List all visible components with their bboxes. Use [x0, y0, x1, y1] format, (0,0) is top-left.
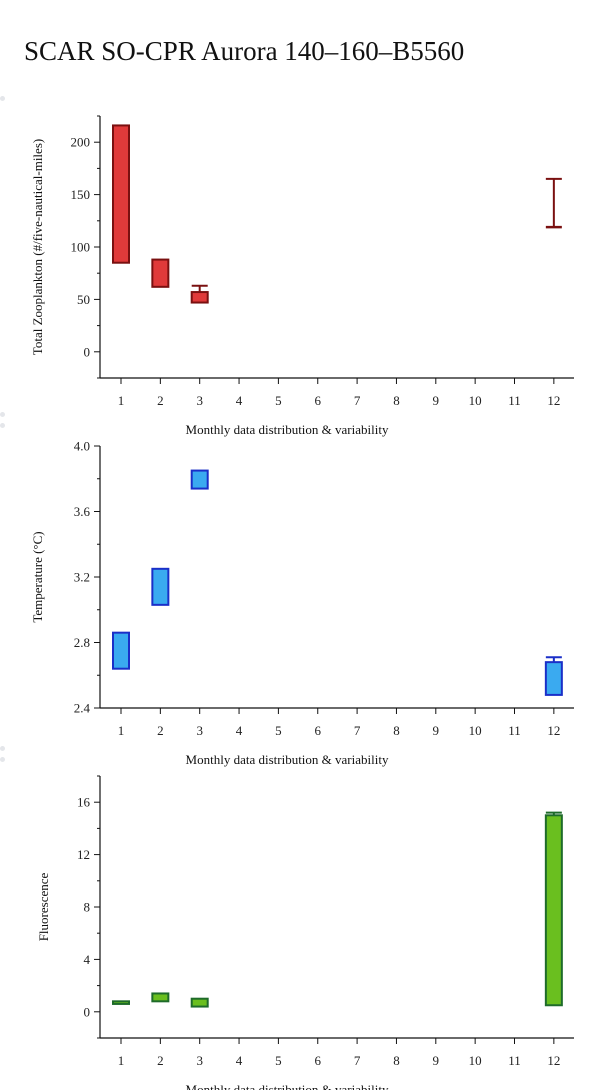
- box-iqr: [190, 291, 209, 304]
- box-month-3: [190, 997, 209, 1008]
- x-tick-label: 6: [315, 723, 322, 738]
- x-tick-label: 11: [508, 393, 521, 408]
- box-month-12: [544, 811, 563, 1007]
- box-month-1: [112, 124, 130, 264]
- x-tick-label: 5: [275, 1053, 282, 1068]
- box-iqr: [112, 631, 130, 670]
- x-tick-label: 1: [118, 723, 125, 738]
- x-tick-label: 3: [196, 393, 203, 408]
- x-tick-label: 12: [547, 723, 560, 738]
- x-tick-label: 1: [118, 1053, 125, 1068]
- x-tick-label: 7: [354, 393, 361, 408]
- x-tick-label: 11: [508, 723, 521, 738]
- box-iqr: [151, 258, 170, 288]
- x-tick-label: 6: [315, 1053, 322, 1068]
- y-tick-label: 0: [84, 1004, 91, 1019]
- x-tick-label: 1: [118, 393, 125, 408]
- y-tick-label: 4.0: [74, 439, 90, 454]
- x-axis-label: Monthly data distribution & variability: [186, 422, 389, 437]
- box-month-2: [151, 992, 170, 1003]
- x-tick-label: 8: [393, 393, 400, 408]
- x-tick-label: 5: [275, 723, 282, 738]
- chart-2: 2.42.83.23.64.01 2 3 4 5 6 7 8 9 10 11 12Temperatur…: [30, 439, 574, 767]
- x-tick-label: 12: [547, 1053, 560, 1068]
- x-tick-label: 9: [433, 723, 440, 738]
- x-tick-label: 4: [236, 393, 243, 408]
- y-tick-label: 150: [71, 187, 91, 202]
- y-tick-label: 16: [77, 795, 91, 810]
- side-dots-decoration: [0, 746, 6, 768]
- y-tick-label: 50: [77, 292, 90, 307]
- x-tick-label: 12: [547, 393, 560, 408]
- box-iqr: [190, 997, 209, 1008]
- box-iqr: [190, 469, 209, 490]
- box-month-1: [112, 1000, 130, 1005]
- box-month-2: [151, 567, 170, 606]
- y-tick-label: 4: [84, 952, 91, 967]
- x-tick-label: 3: [196, 1053, 203, 1068]
- x-tick-label: 11: [508, 1053, 521, 1068]
- box-month-1: [112, 631, 130, 670]
- y-tick-label: 2.4: [74, 701, 91, 716]
- box-iqr: [112, 124, 130, 264]
- box-iqr: [151, 992, 170, 1003]
- x-tick-label: 7: [354, 1053, 361, 1068]
- x-tick-label: 4: [236, 1053, 243, 1068]
- x-tick-label: 8: [393, 723, 400, 738]
- x-tick-label: 2: [157, 1053, 164, 1068]
- y-tick-label: 2.8: [74, 635, 90, 650]
- x-axis-label: Monthly data distribution & variability: [186, 1082, 389, 1090]
- x-tick-label: 8: [393, 1053, 400, 1068]
- box-month-12: [545, 177, 562, 229]
- x-tick-label: 4: [236, 723, 243, 738]
- y-tick-label: 0: [84, 344, 91, 359]
- x-tick-label: 9: [433, 1053, 440, 1068]
- y-tick-label: 100: [71, 240, 91, 255]
- x-tick-label: 9: [433, 393, 440, 408]
- x-tick-label: 10: [469, 393, 482, 408]
- x-tick-label: 10: [469, 723, 482, 738]
- page-title: SCAR SO-CPR Aurora 140–160–B5560: [24, 36, 465, 66]
- box-iqr: [544, 661, 563, 696]
- y-axis-label: Fluorescence: [36, 872, 51, 941]
- x-tick-label: 2: [157, 723, 164, 738]
- y-tick-label: 200: [71, 135, 91, 150]
- x-tick-label: 7: [354, 723, 361, 738]
- x-tick-label: 6: [315, 393, 322, 408]
- box-month-12: [544, 656, 563, 696]
- y-tick-label: 3.2: [74, 570, 90, 585]
- x-tick-label: 2: [157, 393, 164, 408]
- x-tick-label: 5: [275, 393, 282, 408]
- y-tick-label: 8: [84, 900, 91, 915]
- y-axis-label: Temperature (°C): [30, 531, 45, 622]
- y-tick-label: 12: [77, 847, 90, 862]
- side-dots-decoration: [0, 412, 6, 434]
- box-iqr: [544, 814, 563, 1007]
- box-month-3: [190, 469, 209, 490]
- x-tick-label: 10: [469, 1053, 482, 1068]
- x-axis-label: Monthly data distribution & variability: [186, 752, 389, 767]
- y-axis-label: Total Zooplankton (#/five-nautical-miles…: [30, 139, 45, 355]
- y-tick-label: 3.6: [74, 504, 91, 519]
- x-tick-label: 3: [196, 723, 203, 738]
- box-iqr: [151, 567, 170, 606]
- side-dots-decoration: [0, 96, 6, 107]
- box-iqr: [112, 1000, 130, 1005]
- box-month-3: [190, 284, 209, 304]
- box-month-2: [151, 258, 170, 288]
